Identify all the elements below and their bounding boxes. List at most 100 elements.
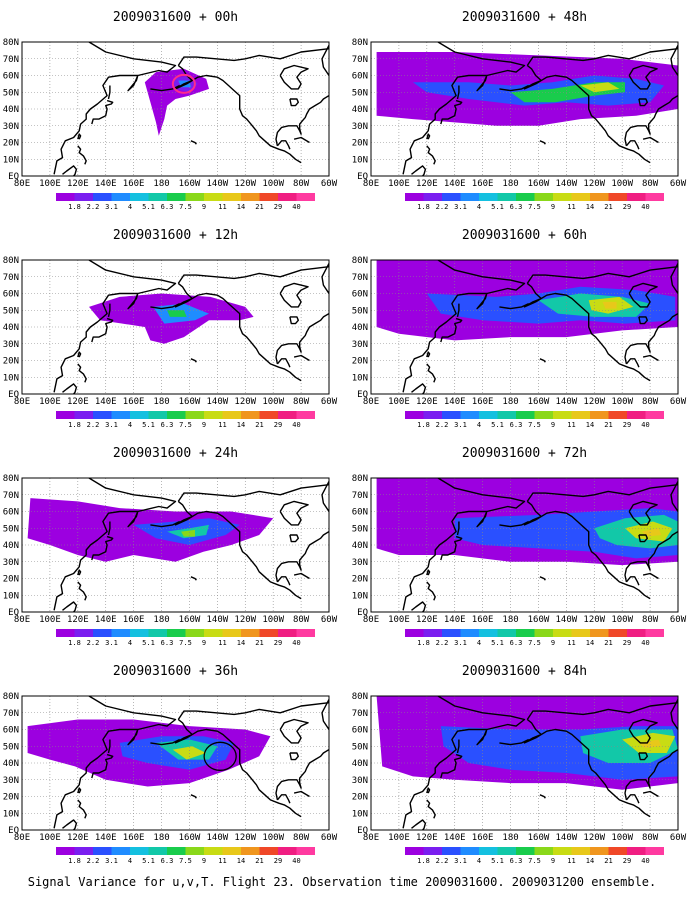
colorbar-swatch — [571, 629, 590, 637]
lat-tick-label: 80N — [3, 38, 19, 48]
colorbar-swatch — [534, 847, 553, 855]
colorbar-swatch — [222, 629, 241, 637]
coastline — [402, 42, 526, 175]
lon-tick-label: 140W — [207, 615, 229, 625]
coastline — [53, 478, 177, 611]
coastline — [426, 363, 436, 383]
colorbar-swatch — [423, 193, 442, 201]
lon-tick-label: 120E — [416, 397, 438, 407]
coastline — [628, 500, 658, 526]
colorbar: 1.8 2.2 3.1 4 5.1 6.3 7.5 9 11 14 21 29 40 — [405, 193, 664, 211]
lat-tick-label: 30N — [3, 558, 19, 568]
coastline — [279, 500, 309, 526]
lat-tick-label: 20N — [3, 357, 19, 367]
colorbar-label: 6.3 — [161, 857, 174, 865]
colorbar-swatch — [56, 193, 75, 201]
coastline — [276, 358, 291, 368]
lat-tick-label: 80N — [352, 38, 368, 48]
lat-tick-label: 20N — [352, 139, 368, 149]
lon-tick-label: 120W — [234, 397, 256, 407]
colorbar-label: 21 — [604, 203, 612, 211]
coastline — [456, 85, 460, 100]
lon-tick-label: 140E — [444, 833, 466, 843]
colorbar-swatch — [479, 847, 498, 855]
colorbar-label: 29 — [274, 421, 282, 429]
coastline — [440, 535, 463, 561]
panel-title: 2009031600 + 36h — [113, 664, 238, 679]
lon-tick-label: 160E — [123, 397, 145, 407]
colorbar-swatch — [130, 411, 149, 419]
map-frame — [370, 259, 679, 395]
coastline — [77, 145, 87, 165]
lon-tick-label: 160W — [528, 397, 550, 407]
coastline — [279, 64, 309, 90]
lon-tick-label: 80E — [363, 833, 379, 843]
coastline — [523, 282, 651, 382]
colorbar-label: 9 — [202, 421, 206, 429]
colorbar-swatch — [56, 847, 75, 855]
coastline — [190, 358, 197, 363]
coastline — [526, 702, 678, 720]
coastline — [275, 749, 329, 801]
lat-tick-label: 60N — [352, 290, 368, 300]
coastline — [276, 576, 291, 586]
lat-tick-label: 30N — [352, 776, 368, 786]
colorbar-label: 7.5 — [179, 203, 192, 211]
lat-tick-label: 30N — [3, 122, 19, 132]
lon-tick-label: 140E — [95, 397, 117, 407]
colorbar-swatch — [627, 193, 646, 201]
lon-tick-label: 160E — [472, 397, 494, 407]
lon-tick-label: 140E — [444, 615, 466, 625]
lon-tick-label: 60W — [321, 615, 338, 625]
lon-tick-label: 160W — [179, 179, 201, 189]
colorbar-label: 21 — [255, 857, 263, 865]
colorbar-swatch — [296, 629, 315, 637]
variance-contour — [580, 82, 620, 93]
colorbar: 1.8 2.2 3.1 4 5.1 6.3 7.5 9 11 14 21 29 40 — [56, 411, 315, 429]
lon-tick-label: 120E — [416, 615, 438, 625]
lat-tick-label: 70N — [3, 709, 19, 719]
coastline — [426, 799, 436, 819]
lon-tick-label: 100E — [388, 179, 410, 189]
lat-tick-label: 10N — [352, 155, 368, 165]
colorbar-swatch — [571, 847, 590, 855]
colorbar-label: 14 — [586, 203, 594, 211]
map-panel: 2009031600 + 72h 80N 70N 60N 50N 40N 30N 20N 10N… — [352, 446, 687, 647]
coastline — [624, 312, 678, 365]
colorbar-swatch — [627, 847, 646, 855]
colorbar-label: 7.5 — [528, 857, 541, 865]
coastline — [625, 794, 640, 804]
colorbar-swatch — [296, 193, 315, 201]
lon-tick-label: 180 — [153, 397, 169, 407]
lon-tick-label: 80W — [642, 179, 659, 189]
colorbar-swatch — [442, 847, 461, 855]
colorbar-label: 4 — [477, 421, 481, 429]
coastline — [275, 312, 329, 365]
colorbar: 1.8 2.2 3.1 4 5.1 6.3 7.5 9 11 14 21 29 40 — [405, 629, 664, 647]
colorbar-swatch — [645, 629, 664, 637]
colorbar-label: 11 — [567, 421, 575, 429]
colorbar: 1.8 2.2 3.1 4 5.1 6.3 7.5 9 11 14 21 29 40 — [56, 629, 315, 647]
lon-tick-label: 180 — [153, 615, 169, 625]
colorbar-swatch — [278, 847, 297, 855]
colorbar: 1.8 2.2 3.1 4 5.1 6.3 7.5 9 11 14 21 29 40 — [405, 847, 664, 865]
lat-tick-label: 10N — [3, 373, 19, 383]
colorbar-label: 2.2 — [436, 639, 449, 647]
colorbar-label: 4 — [128, 639, 132, 647]
colorbar-swatch — [460, 411, 479, 419]
colorbar-swatch — [571, 193, 590, 201]
colorbar: 1.8 2.2 3.1 4 5.1 6.3 7.5 9 11 14 21 29 40 — [56, 847, 315, 865]
colorbar-label: 4 — [477, 639, 481, 647]
colorbar-label: 3.1 — [454, 203, 467, 211]
colorbar-swatch — [93, 193, 112, 201]
lat-tick-label: 70N — [352, 273, 368, 283]
coastline — [77, 351, 82, 358]
coastline — [526, 266, 678, 284]
colorbar-swatch — [185, 847, 204, 855]
lat-tick-label: 40N — [3, 541, 19, 551]
lon-tick-label: 120W — [234, 179, 256, 189]
coastline — [177, 266, 329, 284]
colorbar-label: 7.5 — [179, 857, 192, 865]
lon-tick-label: 100E — [39, 833, 61, 843]
colorbar-swatch — [204, 847, 223, 855]
